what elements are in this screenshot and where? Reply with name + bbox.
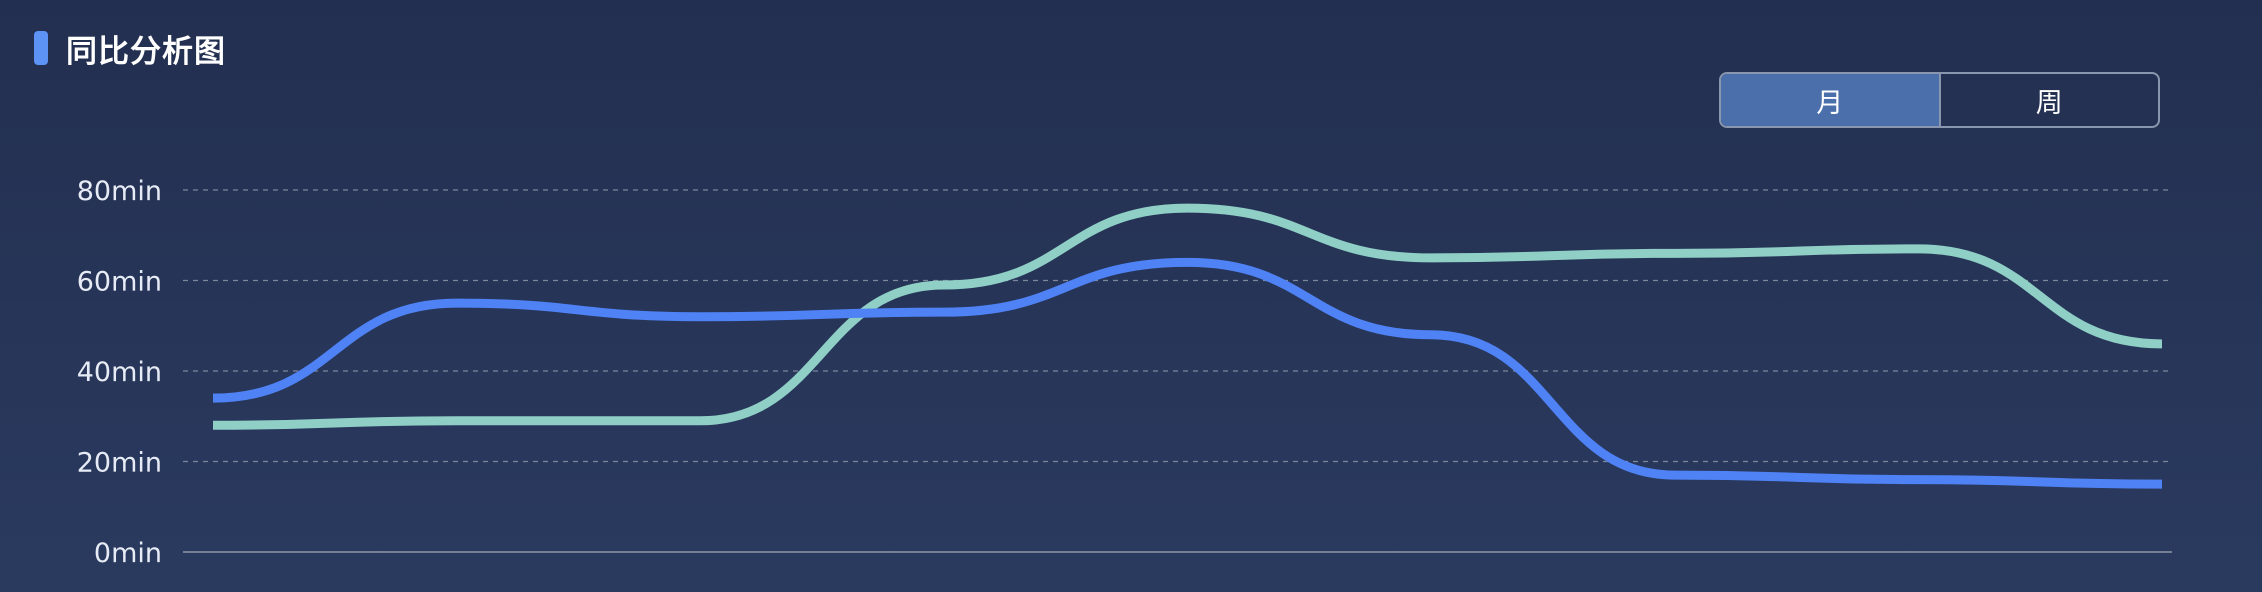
period-toggle[interactable]: 月 周: [1719, 72, 2160, 128]
chart-header: 同比分析图: [34, 28, 226, 70]
y-tick-label: 0min: [94, 538, 162, 569]
toggle-week-button[interactable]: 周: [1938, 74, 2159, 126]
chart-title: 同比分析图: [66, 33, 226, 70]
title-accent-bar: [34, 31, 48, 65]
y-tick-label: 60min: [77, 267, 162, 298]
y-tick-label: 80min: [77, 176, 162, 207]
series-line-teal: [212, 203, 2163, 430]
toggle-month-button[interactable]: 月: [1721, 74, 1939, 126]
series-line-blue: [212, 257, 2163, 489]
y-tick-label: 40min: [77, 357, 162, 388]
y-tick-label: 20min: [77, 448, 162, 479]
